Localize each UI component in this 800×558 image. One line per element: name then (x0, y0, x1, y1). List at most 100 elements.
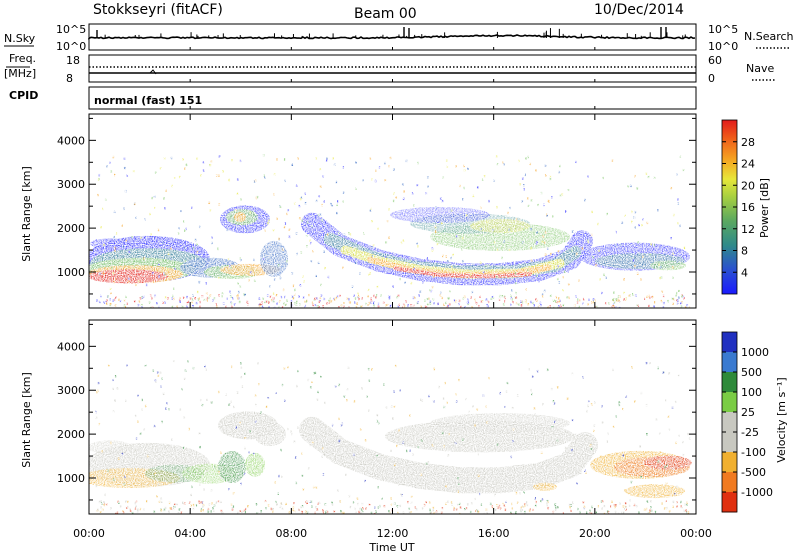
echo-speck (470, 296, 472, 299)
echo-speck (109, 507, 112, 510)
echo-speck (318, 300, 321, 304)
echo-speck (537, 203, 539, 207)
power-heatmap (89, 154, 691, 308)
echo-speck (445, 301, 447, 305)
echo-speck (304, 201, 307, 205)
echo-speck (245, 228, 247, 232)
echo-speck (521, 177, 524, 180)
freq-tick-bottom: 8 (66, 72, 73, 85)
echo-speck (105, 300, 107, 304)
echo-speck (171, 438, 173, 441)
echo-speck (333, 297, 335, 301)
colorbar-tick-label: 20 (741, 179, 755, 192)
echo-speck (316, 297, 319, 300)
echo-speck (645, 507, 648, 511)
echo-speck (195, 504, 198, 507)
echo-speck (331, 204, 334, 207)
echo-speck (442, 254, 444, 258)
echo-speck (405, 300, 407, 303)
echo-speck (518, 159, 520, 163)
echo-speck (606, 510, 609, 513)
echo-speck (532, 508, 535, 512)
echo-speck (650, 509, 653, 512)
echo-speck (280, 295, 283, 299)
echo-speck (436, 242, 439, 246)
nave-label: Nave (746, 62, 774, 75)
echo-speck (166, 402, 168, 405)
echo-speck (458, 302, 460, 306)
velocity-colorbar-frame (721, 331, 738, 513)
echo-speck (172, 294, 174, 298)
echo-speck (153, 424, 156, 428)
echo-speck (215, 174, 218, 177)
echo-speck (301, 219, 303, 222)
echo-speck (228, 178, 231, 182)
echo-speck (519, 508, 522, 512)
echo-speck (567, 188, 570, 192)
echo-speck (149, 306, 152, 308)
echo-speck (665, 500, 667, 503)
echo-speck (432, 297, 435, 301)
echo-speck (152, 369, 155, 372)
echo-speck (392, 199, 395, 203)
echo-speck (123, 482, 126, 486)
echo-speck (196, 251, 199, 254)
echo-speck (433, 367, 436, 371)
echo-speck (126, 364, 128, 367)
echo-speck (170, 247, 172, 250)
echo-speck (584, 198, 586, 202)
echo-speck (573, 304, 576, 307)
echo-speck (401, 183, 404, 186)
echo-speck (585, 471, 587, 474)
echo-speck (302, 275, 304, 278)
echo-speck (587, 240, 590, 244)
echo-speck (675, 294, 677, 297)
echo-speck (536, 299, 538, 302)
echo-speck (416, 242, 418, 245)
echo-speck (399, 277, 401, 281)
echo-speck (97, 508, 99, 511)
echo-speck (618, 401, 621, 404)
echo-speck (429, 508, 431, 512)
echo-speck (515, 281, 517, 285)
echo-speck (274, 481, 277, 484)
echo-speck (254, 394, 257, 398)
echo-speck (576, 301, 579, 304)
echo-speck (459, 506, 462, 509)
echo-speck (370, 297, 372, 300)
echo-speck (526, 503, 529, 507)
echo-speck (236, 297, 239, 300)
echo-speck (612, 303, 615, 307)
echo-speck (505, 500, 507, 504)
echo-speck (505, 390, 508, 393)
echo-speck (95, 410, 97, 414)
echo-speck (179, 408, 182, 411)
n-sky-label: N.Sky (4, 32, 36, 45)
echo-speck (213, 466, 216, 469)
echo-speck (559, 164, 561, 168)
echo-speck (379, 504, 381, 508)
echo-speck (426, 302, 429, 306)
echo-speck (496, 504, 498, 507)
echo-speck (557, 297, 560, 300)
echo-speck (386, 303, 389, 306)
echo-speck (636, 187, 639, 190)
echo-speck (514, 296, 517, 299)
echo-speck (631, 366, 633, 369)
echo-speck (591, 301, 593, 304)
echo-speck (434, 230, 437, 233)
echo-speck (243, 274, 246, 277)
echo-speck (359, 428, 362, 431)
echo-speck (402, 306, 404, 308)
echo-speck (650, 242, 652, 246)
echo-speck (192, 366, 195, 370)
echo-speck (187, 300, 190, 304)
echo-speck (481, 299, 484, 303)
echo-speck (117, 500, 119, 503)
echo-speck (244, 446, 246, 450)
echo-speck (315, 199, 318, 203)
echo-speck (582, 302, 584, 306)
echo-speck (515, 263, 517, 266)
echo-speck (361, 509, 364, 513)
